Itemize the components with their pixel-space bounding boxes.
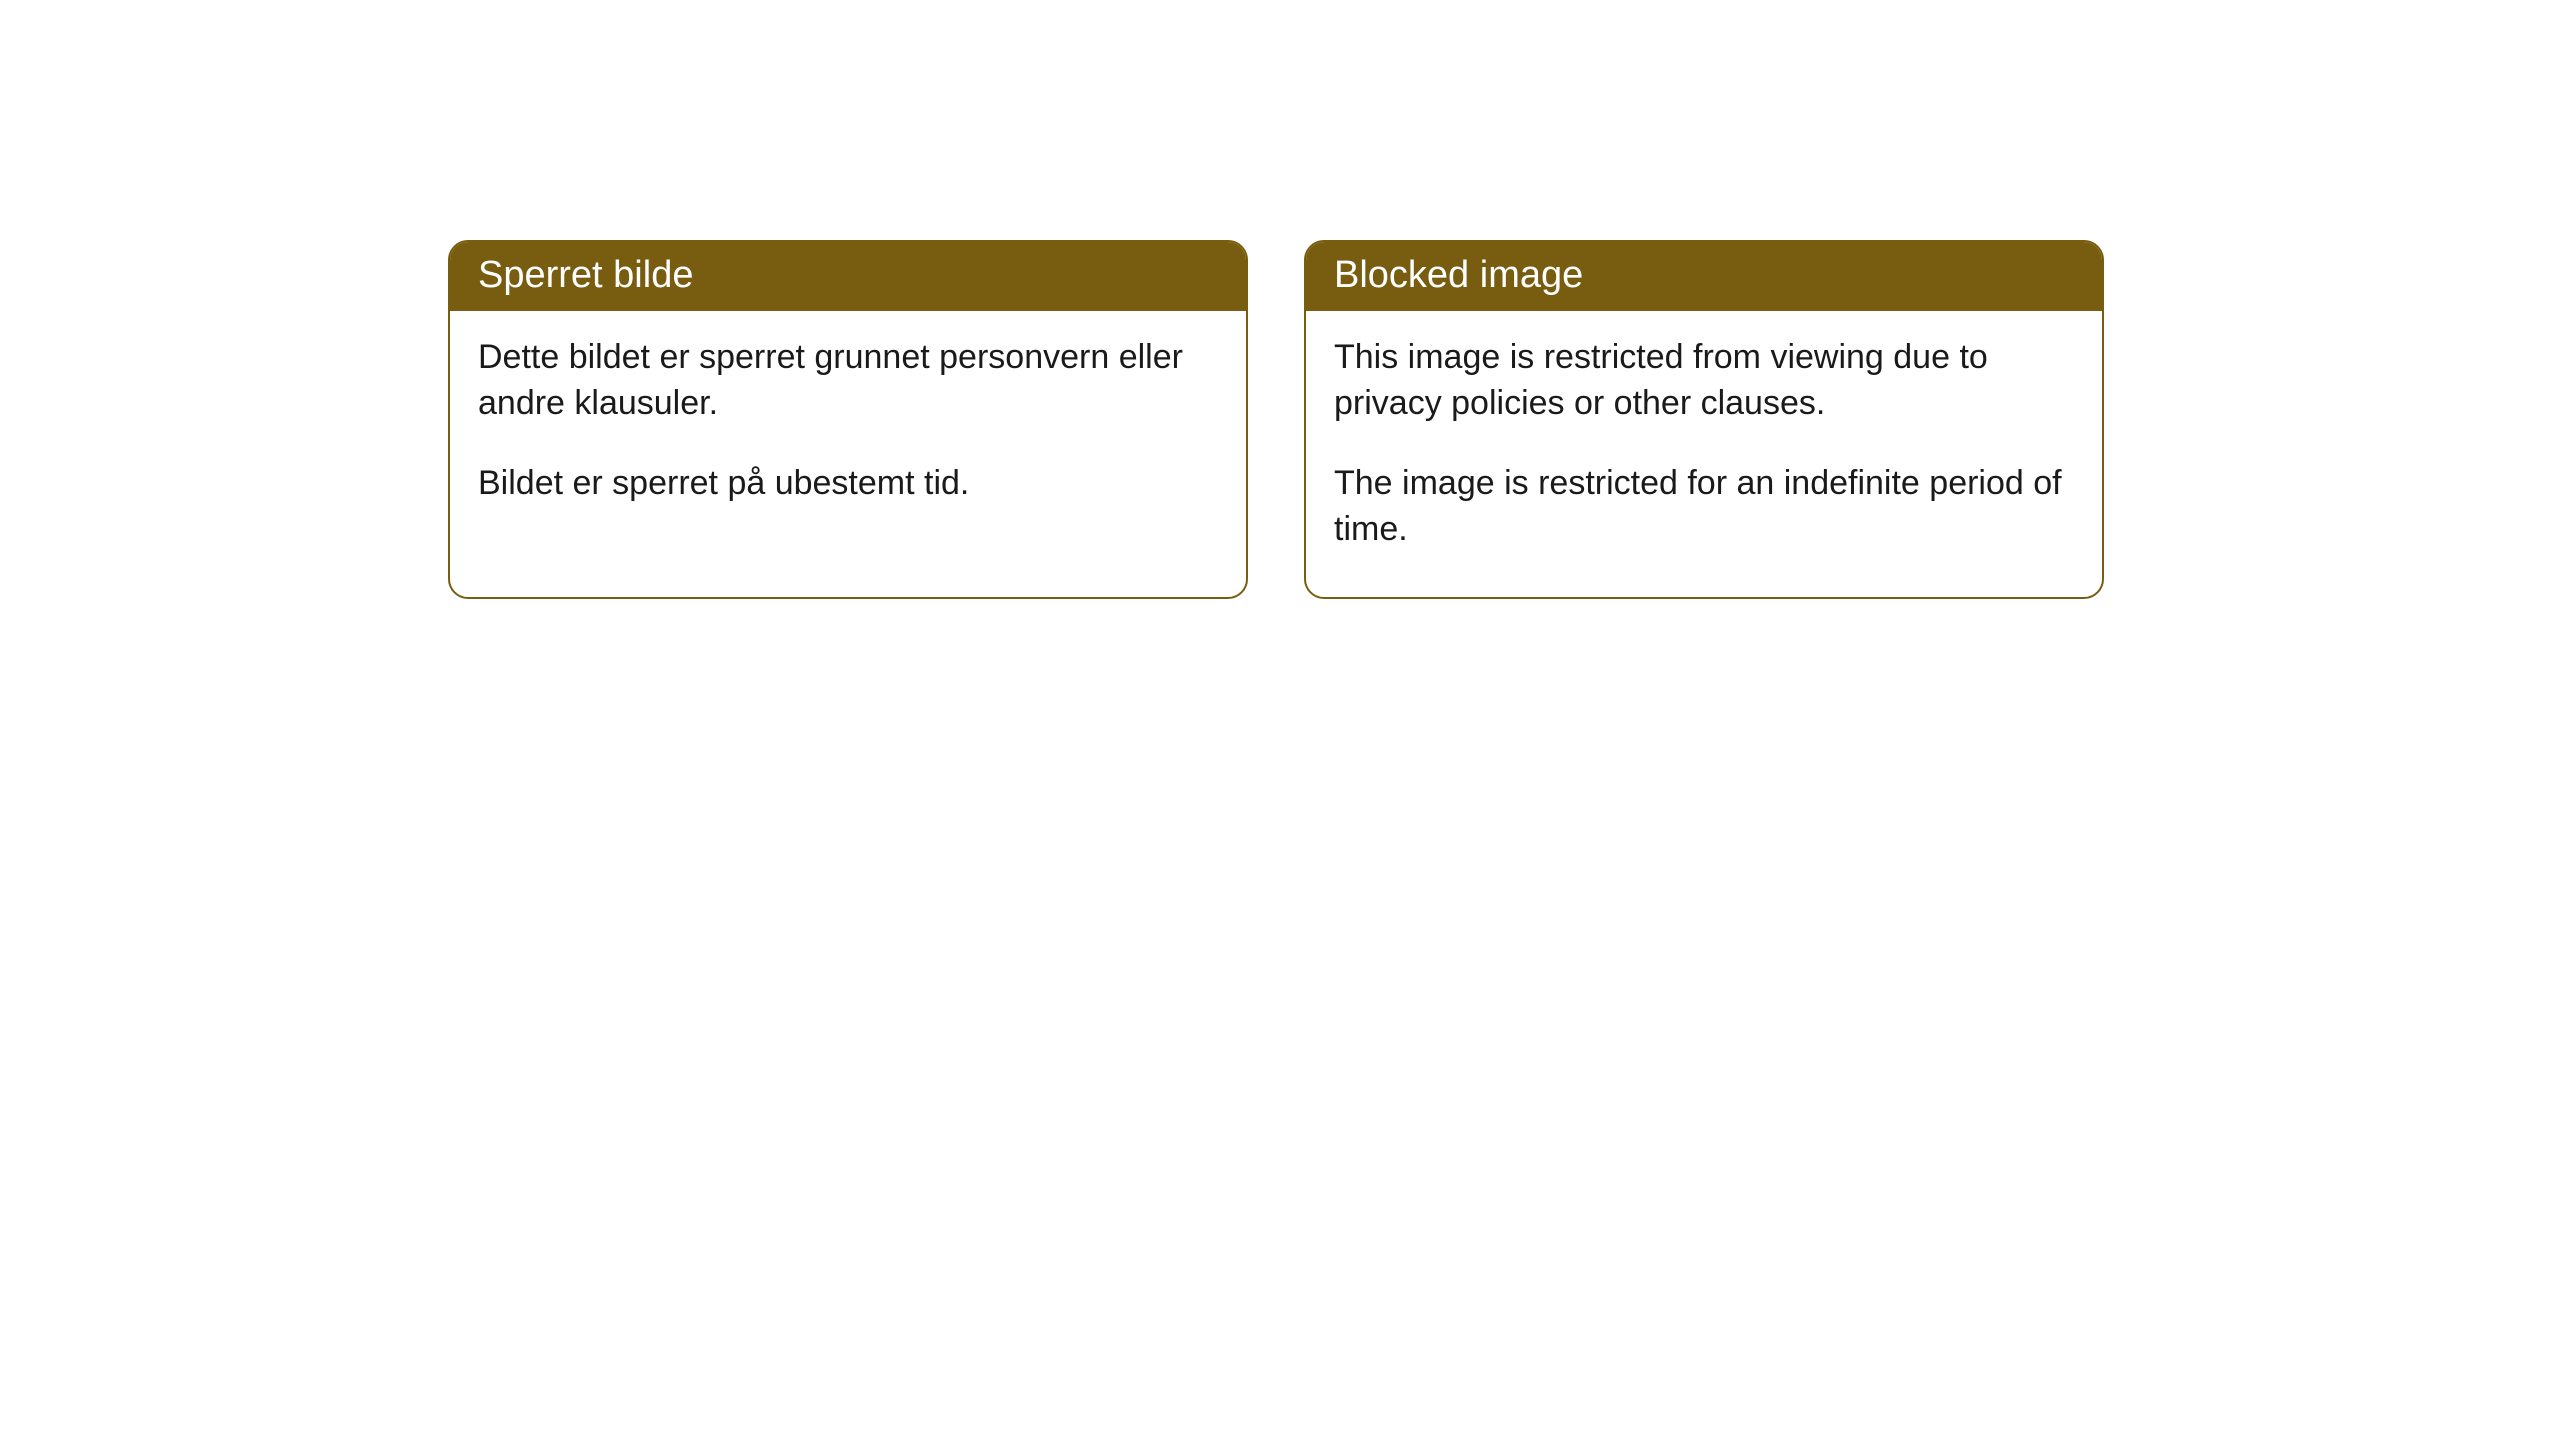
card-header-en: Blocked image [1306, 242, 2102, 311]
card-paragraph-1-no: Dette bildet er sperret grunnet personve… [478, 335, 1218, 427]
card-paragraph-2-en: The image is restricted for an indefinit… [1334, 461, 2074, 553]
blocked-image-card-no: Sperret bilde Dette bildet er sperret gr… [448, 240, 1248, 599]
card-body-no: Dette bildet er sperret grunnet personve… [450, 311, 1246, 551]
notice-cards-container: Sperret bilde Dette bildet er sperret gr… [448, 240, 2104, 599]
card-header-no: Sperret bilde [450, 242, 1246, 311]
card-paragraph-2-no: Bildet er sperret på ubestemt tid. [478, 461, 1218, 507]
card-body-en: This image is restricted from viewing du… [1306, 311, 2102, 597]
blocked-image-card-en: Blocked image This image is restricted f… [1304, 240, 2104, 599]
card-paragraph-1-en: This image is restricted from viewing du… [1334, 335, 2074, 427]
